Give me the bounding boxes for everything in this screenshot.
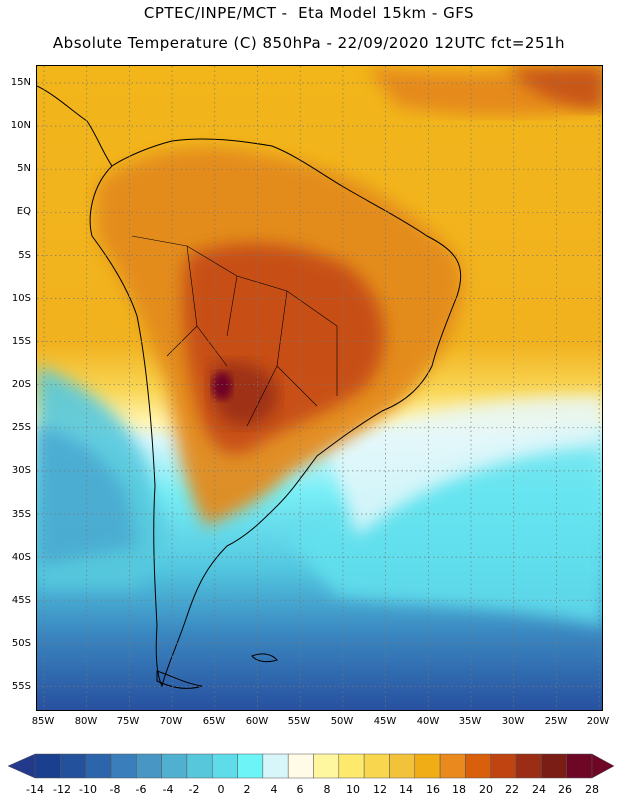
map-title-line-1: CPTEC/INPE/MCT - Eta Model 15km - GFS [143, 4, 475, 22]
lon-label-35w: 35W [458, 716, 482, 727]
hotspot-max [212, 372, 232, 400]
country-borders-hint [131, 235, 338, 427]
colorbar-label: 24 [532, 783, 546, 796]
lat-label-10s: 10S [11, 293, 31, 304]
colorbar-label: 16 [426, 783, 440, 796]
colorbar-cell [414, 753, 441, 779]
pale-band-atlantic [327, 396, 602, 536]
lat-label-45s: 45S [11, 595, 31, 606]
lat-label-50s: 50S [11, 638, 31, 649]
lon-label-80w: 80W [74, 716, 98, 727]
south-america-coastline [89, 138, 462, 688]
colorbar-label: 2 [243, 783, 251, 796]
colorbar-label: -6 [135, 783, 147, 796]
colorbar-label: 10 [346, 783, 360, 796]
colorbar-label: 26 [558, 783, 572, 796]
colorbar-label: 12 [373, 783, 387, 796]
dark-northeast-corner [507, 66, 602, 111]
lon-label-40w: 40W [416, 716, 440, 727]
temperature-map [36, 65, 603, 711]
tierra-del-fuego-outline [156, 670, 203, 689]
colorbar-cell [338, 753, 365, 779]
lat-label-40s: 40S [11, 552, 31, 563]
colorbar-cell [85, 753, 112, 779]
lat-label-35s: 35S [11, 509, 31, 520]
colorbar-cell [490, 753, 517, 779]
colorbar-cell [161, 753, 188, 779]
colorbar-cell [541, 753, 567, 779]
lon-label-30w: 30W [501, 716, 525, 727]
colorbar-label: 0 [217, 783, 225, 796]
colorbar-cell [237, 753, 264, 779]
colorbar-cell [515, 753, 542, 779]
colorbar-label: 8 [323, 783, 331, 796]
colorbar-label: 28 [585, 783, 599, 796]
colorbar-label: 14 [399, 783, 413, 796]
colorbar-label: -8 [109, 783, 121, 796]
colorbar-label: 4 [270, 783, 278, 796]
colorbar-cell [211, 753, 238, 779]
lon-label-60w: 60W [245, 716, 269, 727]
lon-label-25w: 25W [544, 716, 568, 727]
falklands-outline [251, 653, 278, 663]
colorbar-label: 18 [452, 783, 466, 796]
colorbar-label: 6 [296, 783, 304, 796]
colorbar-over-arrow [591, 753, 614, 779]
map-title-line-2: Absolute Temperature (C) 850hPa - 22/09/… [52, 34, 566, 52]
lon-label-55w: 55W [287, 716, 311, 727]
colorbar-cell [60, 753, 86, 779]
lat-label-5s: 5S [18, 250, 31, 261]
colorbar-label: -14 [26, 783, 44, 796]
lon-label-65w: 65W [202, 716, 226, 727]
lat-label-15s: 15S [11, 336, 31, 347]
colorbar-cell [262, 753, 289, 779]
lat-label-10n: 10N [10, 120, 31, 131]
cold-tongue-pacific-inner [37, 426, 137, 566]
lon-label-50w: 50W [330, 716, 354, 727]
colorbar-label: 20 [479, 783, 493, 796]
colorbar-cell [389, 753, 416, 779]
temperature-colorbar [8, 753, 614, 779]
lat-label-25s: 25S [11, 422, 31, 433]
lat-label-55s: 55S [11, 681, 31, 692]
colorbar-cell [136, 753, 162, 779]
lat-label-15n: 15N [10, 77, 31, 88]
colorbar-cell [439, 753, 466, 779]
lon-label-45w: 45W [373, 716, 397, 727]
colorbar-cell [363, 753, 390, 779]
lat-lon-grid [37, 66, 602, 710]
colorbar-cell [110, 753, 137, 779]
lon-label-70w: 70W [159, 716, 183, 727]
colorbar-label: -10 [79, 783, 97, 796]
lon-label-85w: 85W [31, 716, 55, 727]
colorbar-cell [566, 753, 593, 779]
lat-label-20s: 20S [11, 379, 31, 390]
colorbar-cell [465, 753, 491, 779]
colorbar-cell [34, 753, 61, 779]
colorbar-cell [287, 753, 314, 779]
colorbar-label: 22 [505, 783, 519, 796]
colorbar-cell [313, 753, 340, 779]
lat-label-5n: 5N [17, 163, 31, 174]
lat-label-30s: 30S [11, 465, 31, 476]
cool-band-atlantic [287, 426, 602, 626]
lat-label-eq: EQ [16, 206, 31, 217]
lon-label-75w: 75W [116, 716, 140, 727]
coastline-outlines [37, 85, 462, 689]
colorbar-label: -4 [162, 783, 174, 796]
colorbar-cell [186, 753, 213, 779]
lon-label-20w: 20W [586, 716, 610, 727]
colorbar-label: -2 [188, 783, 200, 796]
colorbar-label: -12 [53, 783, 71, 796]
colorbar-under-arrow [8, 753, 36, 779]
